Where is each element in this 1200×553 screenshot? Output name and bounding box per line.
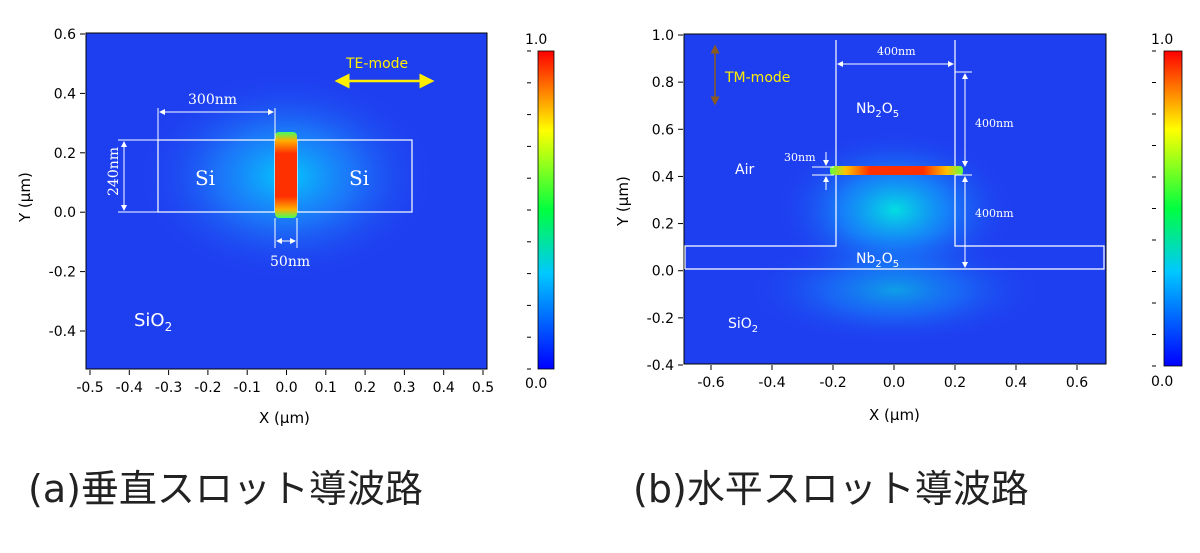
x-tick-label: -0.2 [194, 380, 221, 396]
x-axis-label-b: X (μm) [869, 406, 920, 424]
colorbar-a [537, 50, 555, 370]
dim-label-slot-b: 30nm [784, 151, 816, 164]
x-tick-label: -0.2 [819, 375, 846, 391]
y-tick-label: 0.8 [652, 75, 674, 91]
label-sio2-a: SiO2 [134, 310, 172, 334]
label-si-left: Si [195, 166, 215, 190]
x-tick-label: 0.4 [433, 380, 455, 396]
x-tick-label: 0.4 [1005, 375, 1027, 391]
figure-a: 300nm 240nm 50nm Si Si SiO2 TE-mode 0.60… [16, 27, 555, 511]
y-tick-label: -0.2 [647, 311, 674, 327]
colorbar-min-b: 0.0 [1151, 374, 1173, 390]
tm-mode-label: TM-mode [724, 70, 790, 86]
label-si-right: Si [349, 166, 369, 190]
caption-a: (a)垂直スロット導波路 [28, 467, 423, 511]
y-tick-label: 0.2 [54, 146, 76, 162]
x-tick-label: 0.1 [315, 380, 337, 396]
y-tick-label: -0.2 [49, 265, 76, 281]
x-tick-label: 0.0 [883, 375, 905, 391]
y-tick-label: 0.0 [54, 205, 76, 221]
label-nb2o5-top: Nb2O5 [856, 101, 899, 120]
colorbar-ticks-a [527, 50, 531, 370]
plot-frame-a [85, 32, 488, 370]
x-tick-label: 0.5 [472, 380, 494, 396]
dim-label-slot-a: 50nm [270, 254, 310, 270]
colorbar-min-a: 0.0 [525, 376, 547, 392]
x-tick-label: 0.6 [1066, 375, 1088, 391]
x-tick-label: -0.3 [155, 380, 182, 396]
dim-label-top-b: 400nm [975, 117, 1014, 130]
x-axis-label-a: X (μm) [259, 409, 310, 427]
x-tick-label: -0.4 [758, 375, 785, 391]
y-tick-label: 0.4 [652, 169, 674, 185]
y-axis-label-b: Y (μm) [614, 176, 632, 227]
x-tick-label: -0.1 [234, 380, 261, 396]
y-axis-b: 1.0 0.8 0.6 0.4 0.2 0.0 -0.2 -0.4 [647, 28, 683, 374]
figure-b: 400nm 400nm 400nm 30nm Nb2O5 Nb2O5 Air S… [614, 28, 1183, 511]
x-tick-label: -0.6 [697, 375, 724, 391]
y-tick-label: 0.6 [54, 27, 76, 43]
x-tick-label: 0.3 [393, 380, 415, 396]
y-tick-label: 0.0 [652, 264, 674, 280]
y-tick-label: 1.0 [652, 28, 674, 44]
caption-b: (b)水平スロット導波路 [633, 467, 1029, 511]
te-mode-label: TE-mode [345, 56, 408, 72]
x-tick-label: 0.2 [354, 380, 376, 396]
field-glow-b-lower [745, 235, 1045, 345]
y-tick-label: -0.4 [49, 324, 76, 340]
x-axis-b: -0.6 -0.4 -0.2 0.0 0.2 0.4 0.6 [697, 365, 1088, 391]
y-tick-label: 0.4 [54, 86, 76, 102]
slot-field-b [830, 166, 963, 175]
label-nb2o5-bottom: Nb2O5 [856, 251, 899, 270]
x-tick-label: -0.4 [116, 380, 143, 396]
y-tick-label: 0.6 [652, 122, 674, 138]
colorbar-ticks-b [1152, 50, 1156, 367]
slot-field-a [275, 132, 297, 218]
label-sio2-b: SiO2 [728, 316, 758, 335]
y-tick-label: -0.4 [647, 358, 674, 374]
x-tick-label: 0.0 [275, 380, 297, 396]
label-air: Air [735, 162, 754, 178]
dim-label-width-a: 300nm [188, 92, 237, 108]
y-axis-a: 0.6 0.4 0.2 0.0 -0.2 -0.4 [49, 27, 85, 340]
y-tick-label: 0.2 [652, 217, 674, 233]
colorbar-max-a: 1.0 [525, 32, 547, 48]
plot-frame-b [683, 33, 1107, 365]
dim-label-height-a: 240nm [106, 147, 122, 196]
x-tick-label: -0.5 [76, 380, 103, 396]
dim-label-bottom-b: 400nm [975, 207, 1014, 220]
x-axis-a: -0.5 -0.4 -0.3 -0.2 -0.1 0.0 0.1 0.2 0.3 0.4 0.5 [76, 370, 494, 396]
y-axis-label-a: Y (μm) [16, 172, 34, 223]
x-tick-label: 0.2 [944, 375, 966, 391]
colorbar-max-b: 1.0 [1151, 32, 1173, 48]
colorbar-b [1163, 50, 1183, 367]
dim-label-width-b: 400nm [877, 45, 916, 58]
